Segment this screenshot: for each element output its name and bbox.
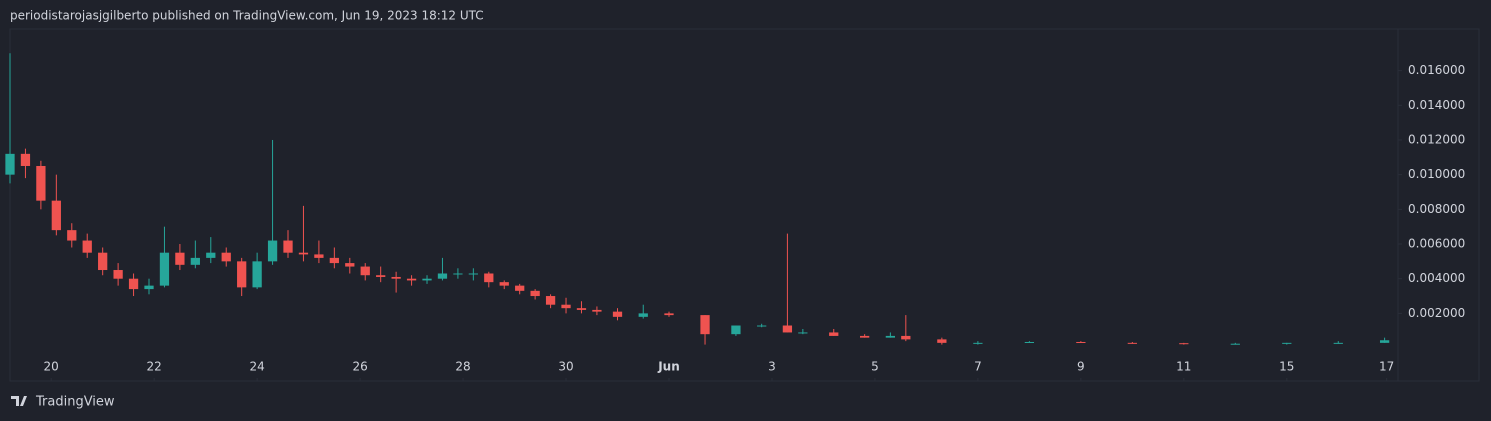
candle-body [422,278,432,281]
candle-body [391,276,401,279]
y-tick-label: 0.014000 [1408,98,1465,112]
candle-body [376,275,386,277]
x-tick-label: 28 [455,360,470,374]
x-tick-label: 15 [1279,360,1294,374]
candle-body [1379,340,1390,343]
candle-body [901,335,911,340]
candle-body [700,315,710,335]
x-tick-label: 3 [768,360,776,374]
x-tick-label: 7 [974,360,982,374]
candle-body [82,240,92,253]
candle-body [221,252,231,262]
y-tick-label: 0.002000 [1408,306,1465,320]
x-tick-label: 17 [1379,360,1394,374]
candle-body [731,325,741,335]
candle-body [144,285,154,290]
candle-body [545,296,556,305]
candle-body [937,339,947,343]
candle-body [798,332,808,334]
candle-body [638,313,648,317]
candle-body [252,261,262,288]
candle-body [175,252,185,265]
candle-body [237,261,247,288]
x-tick-label: Jun [657,360,680,374]
candle-body [612,311,623,317]
y-tick-label: 0.016000 [1408,63,1465,77]
logo [11,396,27,406]
y-tick-label: 0.008000 [1408,202,1465,216]
candle-body [437,273,448,279]
x-tick-label: 22 [147,360,162,374]
y-tick-label: 0.010000 [1408,167,1465,181]
candle-body [190,257,200,265]
header-text: periodistarojasjgilberto published on Tr… [10,9,484,23]
x-tick-label: 24 [249,360,264,374]
x-tick-label: 5 [871,360,879,374]
candle-body [515,285,525,291]
x-tick-label: 26 [352,360,367,374]
candle-body [20,153,31,166]
candle-body [98,252,108,271]
candle-body [36,165,46,201]
candle-body [782,325,793,333]
candle-body [5,153,15,175]
candle-body [406,278,417,281]
candle-body [67,230,77,241]
candle-body [1282,342,1292,344]
candle-body [468,273,478,275]
candle-body [561,304,571,309]
candle-body [1230,343,1240,345]
candle-body [298,252,309,255]
candle-body [283,240,293,253]
candle-body [885,335,896,338]
candle-body [206,252,216,258]
candle-body [1024,341,1035,343]
x-tick-label: 11 [1176,360,1191,374]
candle-body [973,342,983,344]
candle-body [128,278,139,290]
y-tick-label: 0.004000 [1408,271,1465,285]
candle-body [757,325,767,327]
chart-frame [9,28,1480,382]
candle-body [664,313,674,316]
y-tick-label: 0.012000 [1408,132,1465,146]
candle-body [1333,342,1343,344]
candle-body [453,273,463,275]
candle-body [314,254,324,258]
x-tick-label: 9 [1077,360,1085,374]
candle-body [51,200,61,231]
candle-body [530,290,540,297]
candle-body [267,240,278,262]
candle-body [576,308,587,310]
candle-body [345,263,355,267]
candle-body [113,270,123,279]
x-tick-label: 20 [44,360,59,374]
candle-body [360,266,370,276]
candle-body [159,252,170,286]
footer-brand: TradingView [35,395,115,410]
candle-body [829,332,839,336]
candle-body [1076,341,1086,343]
candle-body [859,335,870,338]
x-tick-label: 30 [558,360,573,374]
candle-body [329,257,339,264]
candle-body [499,282,509,286]
candle-body [1179,343,1189,345]
candle-body [484,273,494,283]
y-tick-label: 0.006000 [1408,237,1465,251]
candle-body [592,309,602,312]
candle-body [1127,342,1137,344]
